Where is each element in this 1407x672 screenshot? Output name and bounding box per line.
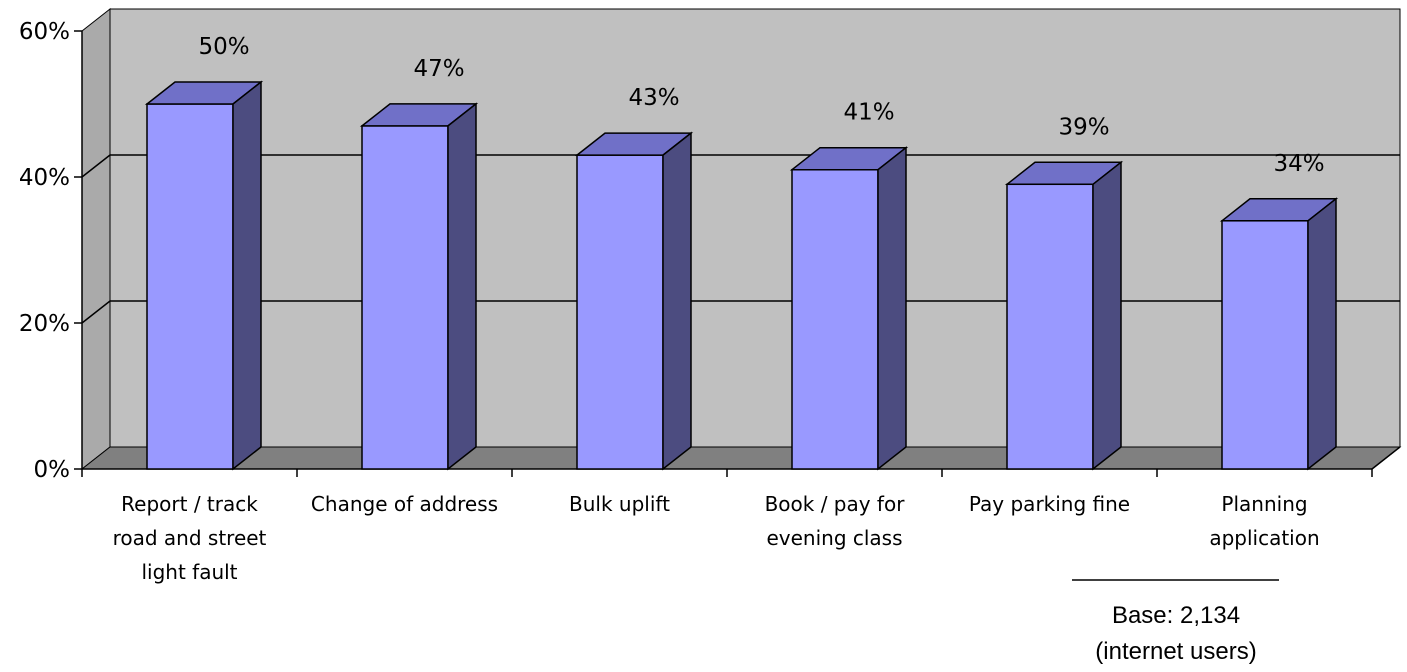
bar <box>574 131 694 471</box>
category-label-line: Report / track <box>121 492 258 516</box>
y-tick-label: 40% <box>19 165 70 191</box>
bar <box>789 146 909 471</box>
gridlines <box>81 154 1400 324</box>
data-label: 34% <box>1273 151 1324 177</box>
back-wall <box>109 8 1401 448</box>
x-axis-depth <box>1371 446 1401 470</box>
bar <box>1219 197 1339 471</box>
category-label-line: light fault <box>141 560 237 584</box>
data-label: 47% <box>413 56 464 82</box>
bar-side <box>662 131 692 471</box>
category-label: Planning application <box>1209 492 1319 550</box>
category-label: Pay parking fine <box>969 492 1130 516</box>
bar <box>144 80 264 471</box>
category-label: Change of address <box>311 492 498 516</box>
y-tick-label: 20% <box>19 311 70 337</box>
bar-side <box>447 102 477 471</box>
category-label-line: Pay parking fine <box>969 492 1130 516</box>
gridline <box>81 154 1400 178</box>
y-tick-labels: 0% 20% 40% 60% <box>19 19 70 483</box>
category-label-line: Bulk uplift <box>569 492 670 516</box>
category-label-line: Book / pay for <box>765 492 906 516</box>
bar-side <box>232 80 262 471</box>
data-label: 41% <box>843 100 894 126</box>
data-label: 39% <box>1058 114 1109 140</box>
base-note: Base: 2,134 (internet users) <box>1072 579 1279 665</box>
category-label-line: Change of address <box>311 492 498 516</box>
base-note-line2: (internet users) <box>1095 638 1256 665</box>
bar-front <box>1006 183 1094 470</box>
data-label: 50% <box>198 34 249 60</box>
chart-walls <box>80 7 1402 471</box>
category-label-line: application <box>1209 526 1319 550</box>
category-label: Report / track road and street light fault <box>113 492 267 584</box>
gridline <box>81 300 1400 324</box>
bar <box>359 102 479 471</box>
data-labels: 50% 47% 43% 41% 39% 34% <box>198 34 1324 177</box>
axes <box>74 30 1401 477</box>
y-tick-label: 0% <box>34 457 71 483</box>
bar-front <box>791 168 879 470</box>
category-labels: Report / track road and street light fault… <box>113 492 1320 584</box>
side-wall <box>81 7 111 471</box>
bar-front <box>361 125 449 470</box>
category-label-line: road and street <box>113 526 267 550</box>
bars <box>144 80 1339 471</box>
bar-side <box>877 146 907 471</box>
bar-front <box>146 103 234 470</box>
bar-front <box>576 154 664 470</box>
category-label: Bulk uplift <box>569 492 670 516</box>
category-label: Book / pay for evening class <box>765 492 906 550</box>
category-label-line: Planning <box>1221 492 1307 516</box>
bar <box>1004 160 1124 471</box>
y-tick-label: 60% <box>19 19 70 45</box>
category-label-line: evening class <box>766 526 902 550</box>
base-note-line1: Base: 2,134 <box>1112 602 1240 629</box>
bar-side <box>1092 160 1122 471</box>
bar-front <box>1221 220 1309 470</box>
floor <box>80 446 1402 470</box>
data-label: 43% <box>628 85 679 111</box>
bar-side <box>1307 197 1337 471</box>
